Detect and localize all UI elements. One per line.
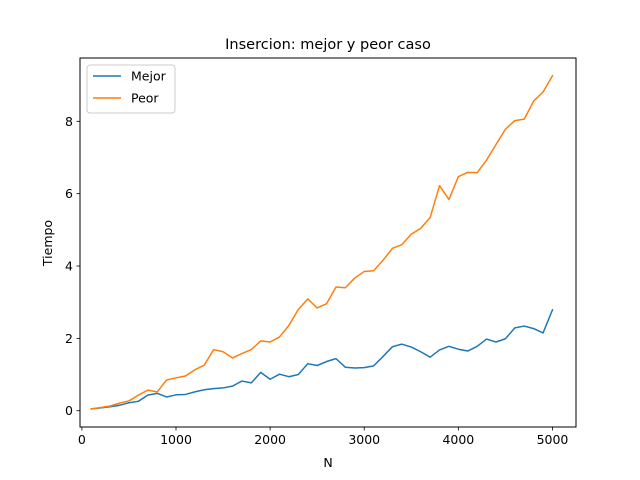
x-tick-label: 5000: [537, 432, 569, 447]
series-line-mejor: [90, 308, 554, 410]
y-tick-label: 4: [65, 259, 73, 274]
x-tick-label: 1000: [160, 432, 192, 447]
y-tick-label: 8: [65, 114, 73, 129]
legend-label-mejor: Mejor: [131, 69, 167, 84]
y-tick-label: 6: [65, 186, 73, 201]
y-tick-label: 2: [65, 331, 73, 346]
y-axis-label: Tiempo: [40, 220, 55, 267]
x-axis-label: N: [323, 455, 332, 470]
chart-title: Insercion: mejor y peor caso: [225, 37, 431, 53]
x-tick-label: 0: [78, 432, 86, 447]
legend: Mejor Peor: [86, 64, 176, 114]
series-line-peor: [90, 74, 554, 410]
plot-frame: [79, 57, 577, 428]
legend-label-peor: Peor: [131, 91, 159, 106]
x-tick-label: 4000: [442, 432, 474, 447]
x-tick-label: 3000: [348, 432, 380, 447]
legend-box: [86, 64, 176, 114]
y-tick-label: 0: [65, 403, 73, 418]
x-tick-label: 2000: [254, 432, 286, 447]
